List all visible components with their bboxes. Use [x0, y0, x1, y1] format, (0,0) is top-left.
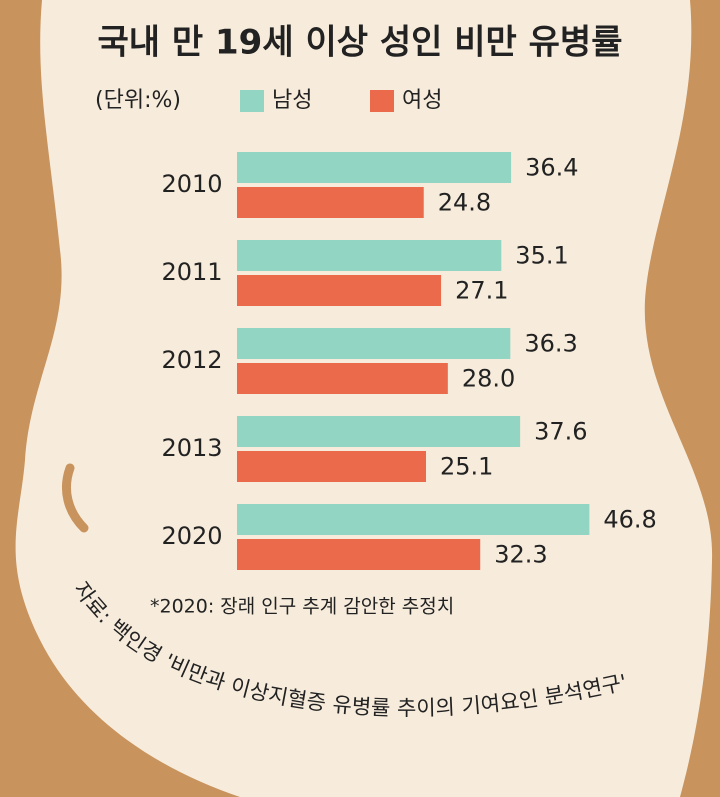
bar — [237, 416, 521, 447]
bar — [237, 275, 442, 306]
value-label: 27.1 — [455, 277, 508, 305]
legend-label: 남성 — [272, 88, 312, 113]
value-label: 24.8 — [438, 189, 491, 217]
value-label: 28.0 — [462, 365, 515, 393]
bar — [237, 187, 424, 218]
bar — [237, 451, 427, 482]
note: *2020: 장래 인구 추계 감안한 추정치 — [150, 596, 454, 618]
unit-label: (단위:%) — [95, 88, 181, 113]
y-tick-label: 2010 — [161, 170, 222, 198]
value-label: 32.3 — [494, 541, 547, 569]
belly-shape — [15, 0, 713, 797]
legend-swatch — [240, 90, 264, 112]
bar — [237, 539, 481, 570]
legend-swatch — [370, 90, 394, 112]
value-label: 36.3 — [524, 330, 577, 358]
value-label: 36.4 — [525, 154, 578, 182]
chart-title: 국내 만 19세 이상 성인 비만 유병률 — [98, 23, 623, 63]
bar — [237, 363, 448, 394]
y-tick-label: 2011 — [161, 258, 222, 286]
y-tick-label: 2013 — [161, 434, 222, 462]
y-tick-label: 2020 — [161, 522, 222, 550]
value-label: 35.1 — [515, 242, 568, 270]
y-tick-label: 2012 — [161, 346, 222, 374]
bar — [237, 328, 511, 359]
navel-curve — [62, 463, 89, 533]
bar — [237, 504, 590, 535]
bar — [237, 240, 502, 271]
value-label: 46.8 — [603, 506, 656, 534]
value-label: 37.6 — [534, 418, 587, 446]
bar — [237, 152, 512, 183]
legend-label: 여성 — [402, 88, 442, 113]
value-label: 25.1 — [440, 453, 493, 481]
